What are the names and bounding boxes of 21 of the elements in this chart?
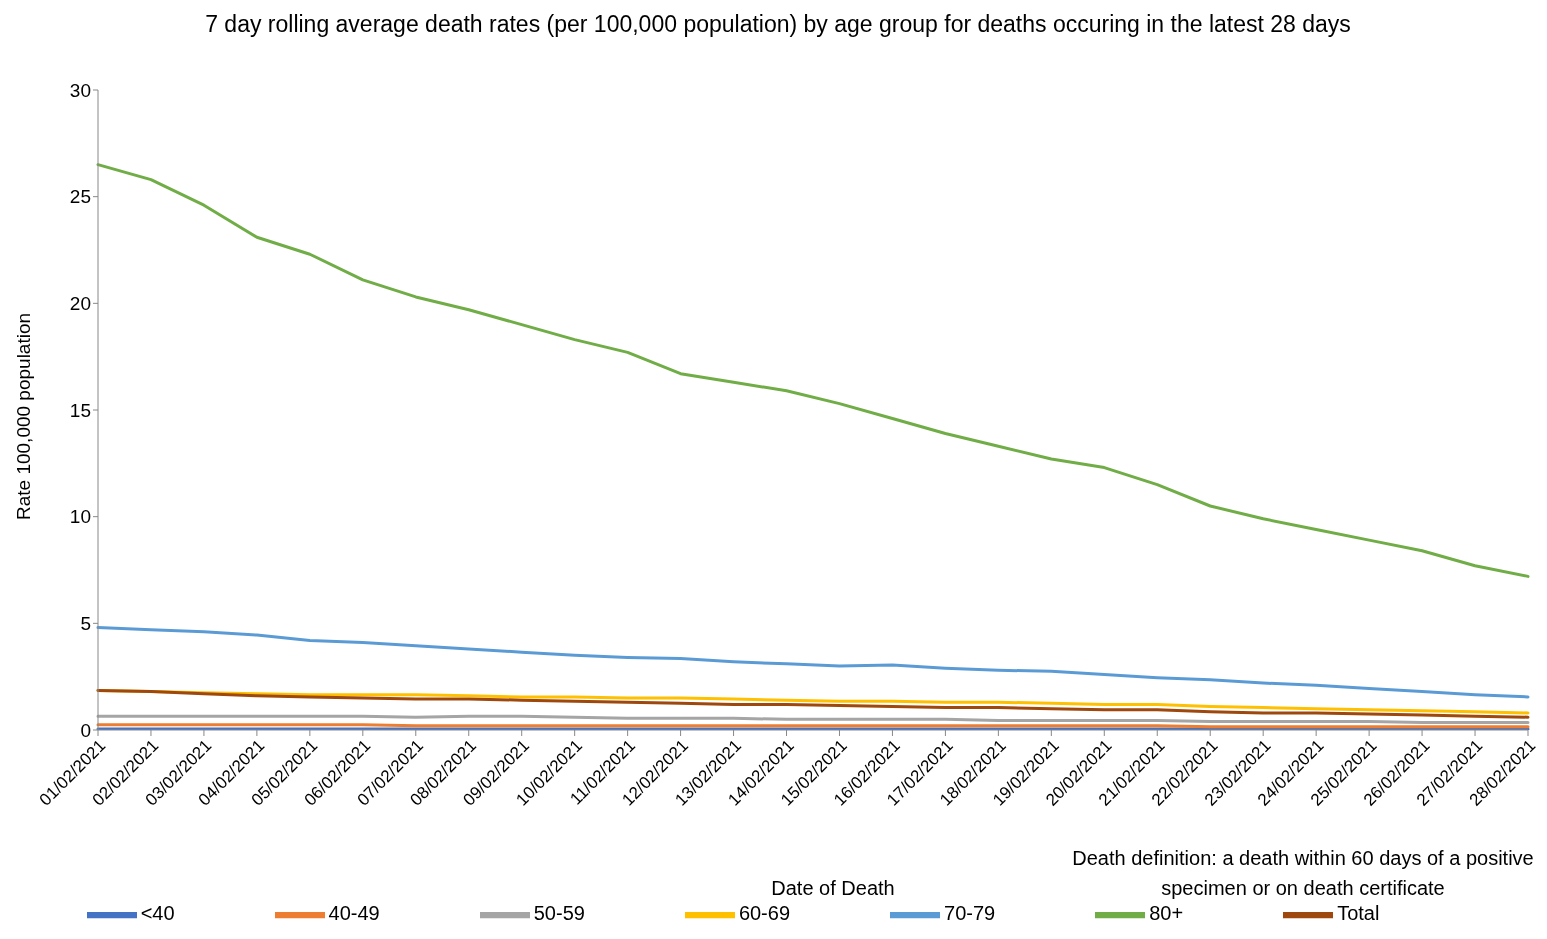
legend-label: 60-69 xyxy=(738,902,791,925)
legend-label: Total xyxy=(1337,902,1380,925)
y-tick-label: 0 xyxy=(80,719,91,741)
y-tick-label: 20 xyxy=(69,293,91,315)
chart-title: 7 day rolling average death rates (per 100,000 population) by age group for deaths occuring in the latest 28 days xyxy=(204,10,1352,39)
line-series xyxy=(96,714,1530,725)
y-axis-title: Rate 100,000 population xyxy=(12,312,34,520)
y-tick-label: 15 xyxy=(69,399,91,421)
y-tick-label: 25 xyxy=(69,186,91,208)
y-tick-label: 30 xyxy=(69,79,91,101)
legend-label: 40-49 xyxy=(328,902,380,925)
text: Death definition: a death within 60 days of a positive specimen or on death certificate xyxy=(1071,846,1535,901)
legend-label: <40 xyxy=(140,902,175,925)
legend-label: 80+ xyxy=(1149,902,1184,925)
legend-label: 70-79 xyxy=(944,902,996,925)
legend-label: 50-59 xyxy=(533,902,585,925)
y-tick-label: 10 xyxy=(69,506,91,528)
x-axis-title: Date of Death xyxy=(771,877,895,899)
y-tick-label: 5 xyxy=(80,613,91,635)
line-series xyxy=(96,626,1530,699)
line-series xyxy=(96,163,1530,578)
